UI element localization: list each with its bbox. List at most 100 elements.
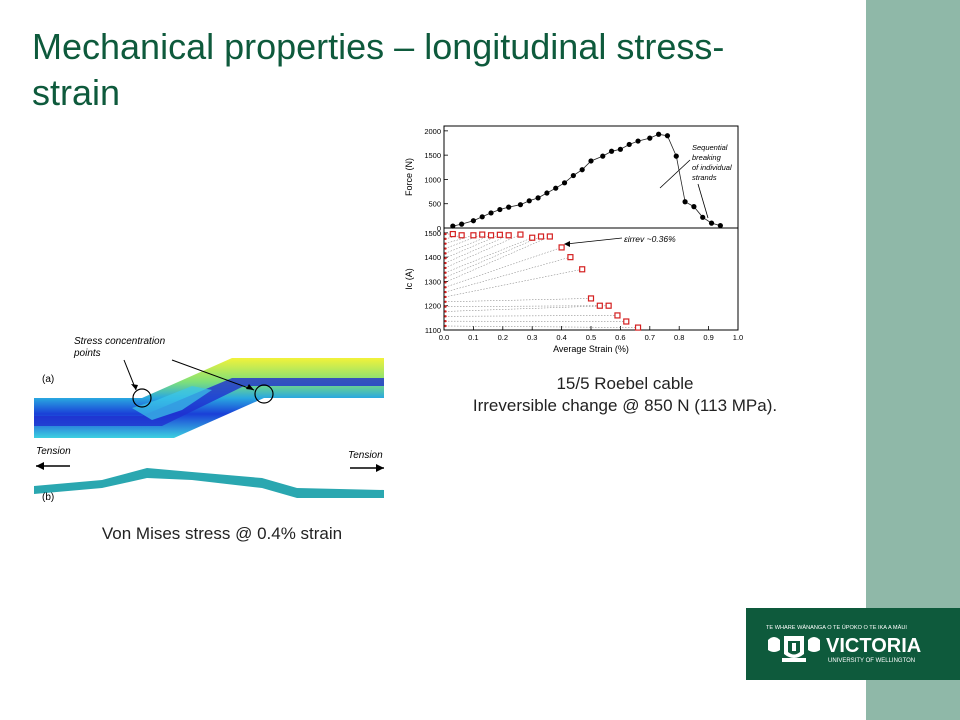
sidebar-accent-bar: [866, 0, 960, 720]
ic-guide-line: [444, 234, 521, 269]
ic-plot: 1100 1200 1300 1400 1500 0.0 0.1 0.2 0.3 0.4 0.5 0.…: [404, 227, 743, 354]
ic-guide-line: [444, 298, 592, 303]
ic-point: [449, 230, 456, 238]
ic-left-marker: [444, 242, 447, 245]
ic-point: [458, 232, 465, 239]
tension-left-label: Tension: [36, 446, 71, 457]
ic-point: [487, 232, 495, 239]
force-point: [673, 153, 679, 159]
ic-left-marker: [444, 266, 447, 270]
ic-point: [546, 233, 553, 240]
ic-left-marker: [444, 324, 447, 328]
force-point: [708, 220, 715, 226]
force-point: [535, 195, 541, 201]
ic-y-tick-label: 1100: [425, 326, 441, 335]
ic-guide-line: [444, 325, 639, 328]
force-point: [526, 198, 532, 204]
ic-point: [517, 231, 524, 238]
caption-von-mises: Von Mises stress @ 0.4% strain: [101, 524, 343, 543]
force-point: [608, 148, 615, 154]
force-point: [470, 218, 476, 224]
ic-y-tick-label: 1500: [424, 229, 441, 238]
force-point: [664, 133, 671, 139]
ic-x-tick-label: 0.8: [674, 333, 684, 342]
stress-circle-2: [254, 384, 274, 404]
force-point: [700, 214, 706, 220]
victoria-university-logo: TE WHARE WĀNANGA O TE ŪPOKO O TE IKA A M…: [746, 608, 960, 680]
force-point: [635, 138, 641, 144]
ic-point: [623, 318, 630, 325]
ic-left-marker: [444, 305, 447, 308]
force-point: [656, 131, 662, 137]
ic-guide-line: [444, 305, 600, 307]
force-y-tick-label: 1500: [424, 151, 441, 160]
ic-left-marker: [444, 271, 447, 274]
force-point: [488, 210, 494, 216]
crest-icon: [768, 636, 820, 662]
ic-guide-line: [444, 234, 500, 259]
ic-y-tick-label: 1400: [424, 253, 441, 262]
ic-guide-line: [444, 269, 583, 298]
force-point: [579, 167, 585, 173]
annotation-line-2: points: [73, 348, 101, 359]
force-point: [570, 172, 576, 179]
logo-subtitle: UNIVERSITY OF WELLINGTON: [828, 658, 915, 664]
ic-guide-line: [444, 236, 542, 278]
fem-stress-figure: Stress concentration points (a) Tension …: [32, 330, 388, 508]
ic-point: [505, 232, 512, 239]
strain-chart: 0 500 1000 1500 2000 Force (N) 1100 1200 1300 14…: [398, 120, 748, 360]
ic-point: [496, 231, 503, 238]
force-point: [588, 158, 594, 164]
chart-annotation-1: Sequential: [692, 143, 728, 152]
ic-y-tick-label: 1200: [424, 302, 441, 311]
ic-point: [567, 254, 574, 261]
ic-x-tick-label: 0.2: [498, 333, 508, 342]
force-point: [561, 180, 568, 186]
force-point: [691, 204, 697, 210]
force-plot: 0 500 1000 1500 2000 Force (N): [404, 125, 739, 233]
fem-strip-b: [34, 468, 384, 498]
ic-left-marker: [444, 232, 447, 236]
force-point: [682, 199, 688, 205]
ic-left-marker: [444, 310, 447, 313]
ic-left-marker: [444, 257, 447, 260]
ic-x-tick-label: 0.3: [527, 333, 537, 342]
ic-guide-line: [444, 315, 618, 317]
ic-left-marker: [444, 281, 447, 284]
panel-label-b: (b): [42, 492, 54, 503]
ic-x-tick-label: 0.5: [586, 333, 596, 342]
ic-plot-frame: [443, 227, 739, 331]
ic-point: [470, 232, 477, 239]
force-y-axis-label: Force (N): [404, 158, 414, 196]
ic-guide-line: [444, 235, 474, 244]
chart-annotation-3: of individual: [692, 163, 732, 172]
ic-guide-line: [444, 235, 492, 254]
caption-roebel-line1: 15/5 Roebel cable: [556, 374, 694, 393]
ic-left-marker: [444, 319, 447, 323]
stress-circle-1: [132, 388, 152, 408]
ic-left-marker: [444, 286, 447, 289]
ic-guide-line: [444, 305, 609, 312]
ic-x-tick-label: 0.6: [615, 333, 625, 342]
ic-y-axis-label: Ic (A): [404, 268, 414, 290]
ic-point: [579, 266, 586, 273]
force-point: [553, 185, 559, 191]
ic-x-tick-label: 0.9: [703, 333, 713, 342]
force-point: [517, 202, 524, 208]
ic-left-marker: [444, 276, 447, 279]
force-y-tick-label: 1000: [424, 175, 441, 184]
force-point: [717, 222, 723, 229]
ic-x-tick-label: 0.4: [556, 333, 566, 342]
force-point: [479, 214, 485, 220]
caption-roebel-line2: Irreversible change @ 850 N (113 MPa).: [472, 396, 778, 415]
logo-name: VICTORIA: [826, 635, 921, 657]
ic-point: [596, 302, 603, 309]
force-point: [647, 135, 653, 141]
ic-guide-line: [444, 235, 509, 264]
ic-guide-line: [444, 236, 550, 283]
ic-left-marker: [444, 300, 447, 303]
ic-point: [479, 231, 486, 238]
force-point: [450, 223, 456, 229]
ic-left-marker: [444, 261, 447, 265]
ic-guide-line: [444, 247, 562, 288]
